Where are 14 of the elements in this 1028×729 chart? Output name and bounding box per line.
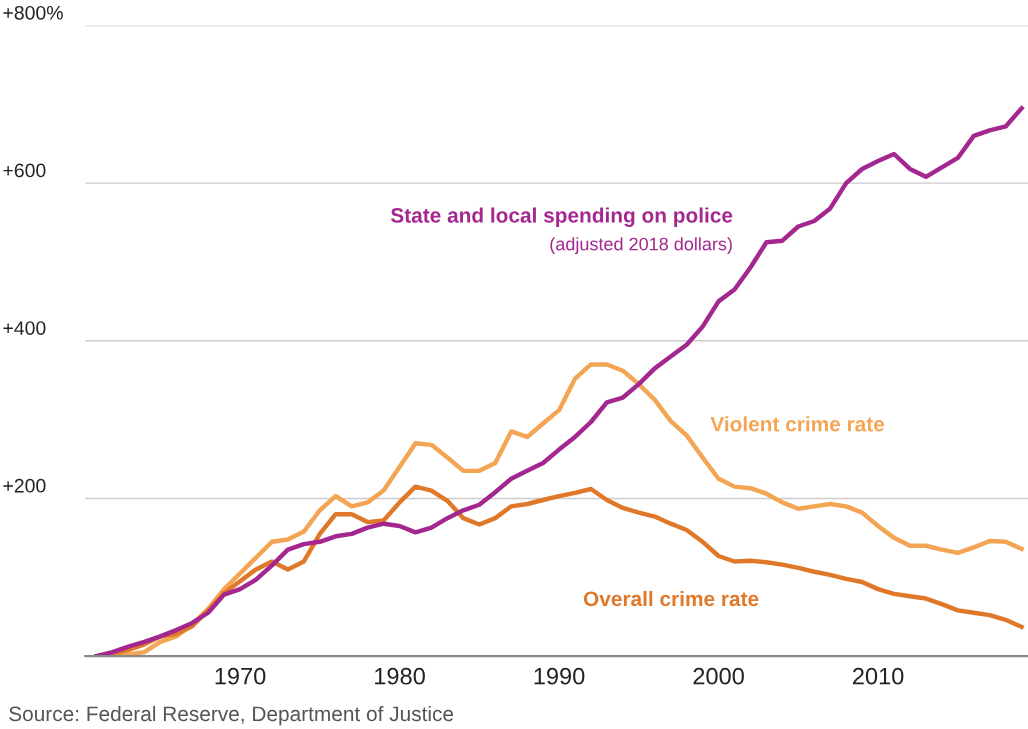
y-tick-label: +800% [3, 5, 63, 20]
y-tick-label: +200 [3, 478, 46, 493]
x-tick-label: 1980 [375, 667, 425, 685]
x-tick-label: 1970 [215, 667, 266, 685]
source-note: Source: Federal Reserve, Department of Justice [9, 705, 454, 726]
series-label: Overall crime rate [583, 590, 759, 607]
series-label: State and local spending on police [390, 207, 733, 227]
x-tick-label: 2000 [693, 667, 744, 685]
annotation: (adjusted 2018 dollars) [550, 237, 732, 254]
y-tick-label: +600 [3, 163, 46, 178]
x-tick-label: 2010 [852, 667, 904, 685]
x-tick-label: 1990 [534, 667, 585, 685]
y-tick-label: +400 [3, 321, 46, 335]
series-label: Violent crime rate [710, 416, 885, 432]
